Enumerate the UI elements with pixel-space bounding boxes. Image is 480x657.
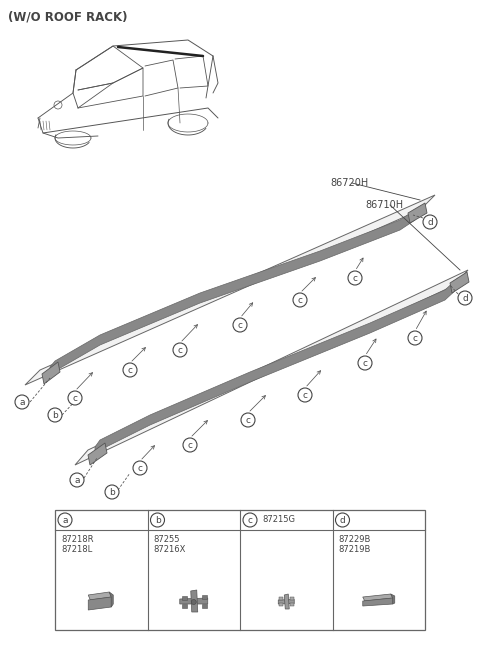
- Polygon shape: [25, 195, 435, 385]
- Circle shape: [358, 356, 372, 370]
- Circle shape: [68, 391, 82, 405]
- Polygon shape: [284, 594, 289, 609]
- Polygon shape: [290, 597, 294, 600]
- Text: 86710H: 86710H: [365, 200, 403, 210]
- Text: c: c: [298, 296, 302, 305]
- Polygon shape: [363, 594, 393, 601]
- Text: 87218R
87218L: 87218R 87218L: [61, 535, 94, 555]
- Polygon shape: [88, 592, 111, 600]
- Polygon shape: [88, 443, 107, 465]
- Text: (W/O ROOF RACK): (W/O ROOF RACK): [8, 10, 128, 23]
- Polygon shape: [191, 590, 198, 612]
- Text: c: c: [178, 346, 182, 355]
- Polygon shape: [88, 597, 111, 610]
- Text: c: c: [248, 516, 252, 525]
- Bar: [55, 510, 425, 630]
- Text: 87229B
87219B: 87229B 87219B: [338, 535, 371, 555]
- Polygon shape: [363, 598, 393, 606]
- Polygon shape: [75, 270, 468, 465]
- Circle shape: [133, 461, 147, 475]
- Polygon shape: [182, 596, 187, 600]
- Circle shape: [293, 293, 307, 307]
- Polygon shape: [290, 603, 294, 606]
- Text: d: d: [462, 294, 468, 303]
- Polygon shape: [391, 594, 395, 604]
- Polygon shape: [279, 597, 283, 600]
- Text: c: c: [412, 334, 418, 343]
- Circle shape: [123, 363, 137, 377]
- Circle shape: [233, 318, 247, 332]
- Circle shape: [298, 388, 312, 402]
- Circle shape: [105, 485, 119, 499]
- Text: d: d: [340, 516, 346, 525]
- Polygon shape: [278, 599, 294, 604]
- Text: c: c: [137, 464, 143, 473]
- Text: c: c: [238, 321, 242, 330]
- Circle shape: [191, 599, 196, 604]
- Circle shape: [408, 331, 422, 345]
- Text: 87255
87216X: 87255 87216X: [154, 535, 186, 555]
- Polygon shape: [95, 278, 458, 457]
- Text: a: a: [74, 476, 80, 485]
- Circle shape: [15, 395, 29, 409]
- Text: b: b: [155, 516, 160, 525]
- Polygon shape: [450, 272, 469, 293]
- Polygon shape: [50, 210, 415, 377]
- Text: c: c: [188, 441, 192, 450]
- Circle shape: [458, 291, 472, 305]
- Circle shape: [48, 408, 62, 422]
- Text: c: c: [362, 359, 368, 368]
- Polygon shape: [408, 203, 427, 223]
- Circle shape: [183, 438, 197, 452]
- Text: a: a: [62, 516, 68, 525]
- Circle shape: [336, 513, 349, 527]
- Polygon shape: [202, 604, 207, 608]
- Polygon shape: [279, 603, 283, 606]
- Circle shape: [173, 343, 187, 357]
- Text: c: c: [72, 394, 77, 403]
- Polygon shape: [42, 362, 60, 384]
- Polygon shape: [109, 592, 113, 607]
- Circle shape: [348, 271, 362, 285]
- Text: c: c: [352, 274, 358, 283]
- Text: c: c: [245, 416, 251, 425]
- Text: c: c: [302, 391, 308, 400]
- Text: d: d: [427, 218, 433, 227]
- Text: b: b: [52, 411, 58, 420]
- Circle shape: [70, 473, 84, 487]
- Text: b: b: [109, 488, 115, 497]
- Text: 86720H: 86720H: [330, 178, 368, 188]
- Polygon shape: [180, 598, 208, 604]
- Text: a: a: [19, 398, 25, 407]
- Polygon shape: [182, 604, 187, 608]
- Circle shape: [58, 513, 72, 527]
- Text: c: c: [128, 366, 132, 375]
- Polygon shape: [202, 595, 207, 599]
- Circle shape: [243, 513, 257, 527]
- Circle shape: [151, 513, 165, 527]
- Text: 87215G: 87215G: [262, 516, 295, 524]
- Circle shape: [241, 413, 255, 427]
- Circle shape: [423, 215, 437, 229]
